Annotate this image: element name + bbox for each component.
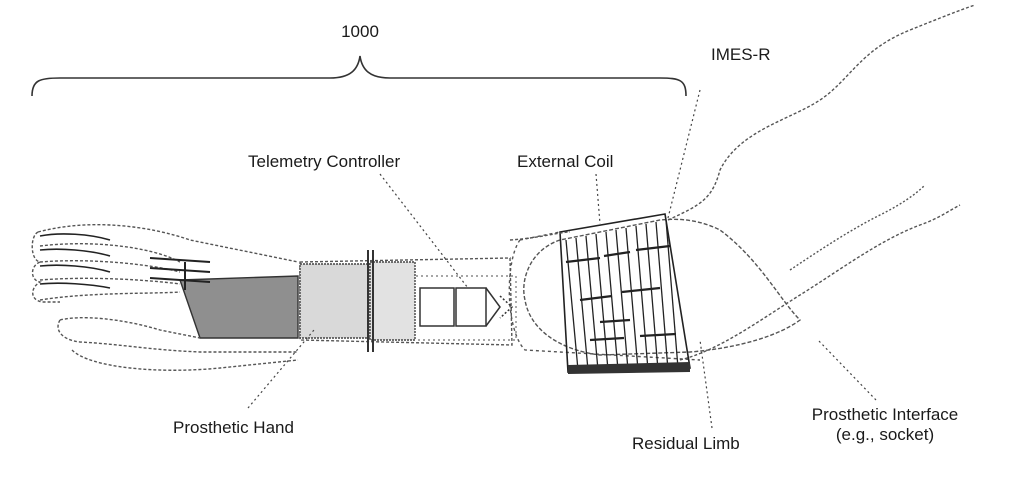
- telemetry-controller-label: Telemetry Controller: [248, 152, 401, 171]
- arm-outline-middle: [789, 184, 926, 271]
- residual-limb-outline: [523, 218, 802, 356]
- telemetry-controller: [419, 287, 514, 327]
- telemetry-controller-leader: [379, 173, 469, 289]
- imes-r-label: IMES-R: [711, 45, 771, 64]
- prosthetic-interface-leader: [817, 339, 877, 401]
- imes-r-leader: [667, 89, 701, 219]
- prosthetic-hand: [31, 223, 299, 371]
- prosthetic-interface-label: Prosthetic Interface (e.g., socket): [790, 405, 980, 445]
- residual-limb-label: Residual Limb: [632, 434, 740, 453]
- external-coil-leader: [595, 173, 601, 225]
- prosthetic-interface-label-line2: (e.g., socket): [835, 425, 935, 444]
- external-coil-label: External Coil: [517, 152, 614, 171]
- assembly-reference-number: 1000: [341, 22, 379, 41]
- wrist-unit: [299, 250, 416, 352]
- controller-housing: [416, 275, 517, 341]
- external-coil: [559, 213, 691, 374]
- prosthetic-interface-label-line1: Prosthetic Interface: [811, 405, 959, 424]
- prosthetic-hand-leader: [247, 329, 315, 409]
- arm-outline-upper: [667, 4, 976, 221]
- residual-limb-leader: [699, 339, 713, 429]
- arm-outline-lower: [679, 204, 961, 361]
- assembly-brace: [31, 55, 687, 97]
- prosthetic-hand-label: Prosthetic Hand: [173, 418, 294, 437]
